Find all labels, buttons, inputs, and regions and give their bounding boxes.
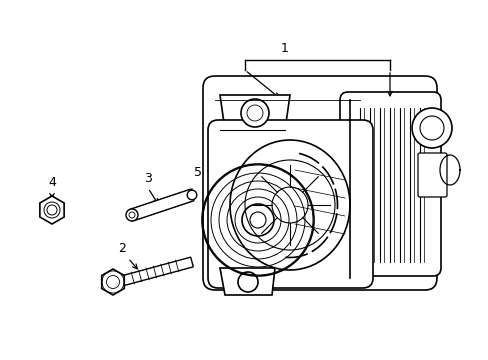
Polygon shape [40, 196, 64, 224]
Circle shape [238, 272, 258, 292]
Polygon shape [102, 269, 124, 295]
Polygon shape [117, 257, 193, 287]
FancyBboxPatch shape [207, 120, 372, 288]
Text: 4: 4 [48, 176, 56, 189]
FancyBboxPatch shape [203, 76, 436, 290]
FancyBboxPatch shape [417, 153, 446, 197]
FancyBboxPatch shape [339, 92, 440, 276]
Text: 3: 3 [144, 171, 152, 185]
Circle shape [126, 209, 138, 221]
Circle shape [241, 99, 268, 127]
Polygon shape [220, 95, 289, 130]
Ellipse shape [229, 140, 349, 270]
Polygon shape [130, 189, 194, 221]
Text: 5: 5 [194, 166, 202, 179]
Circle shape [242, 204, 273, 236]
Polygon shape [220, 268, 274, 295]
Circle shape [187, 190, 196, 200]
Circle shape [411, 108, 451, 148]
Text: 1: 1 [281, 41, 288, 54]
Text: 2: 2 [118, 242, 126, 255]
